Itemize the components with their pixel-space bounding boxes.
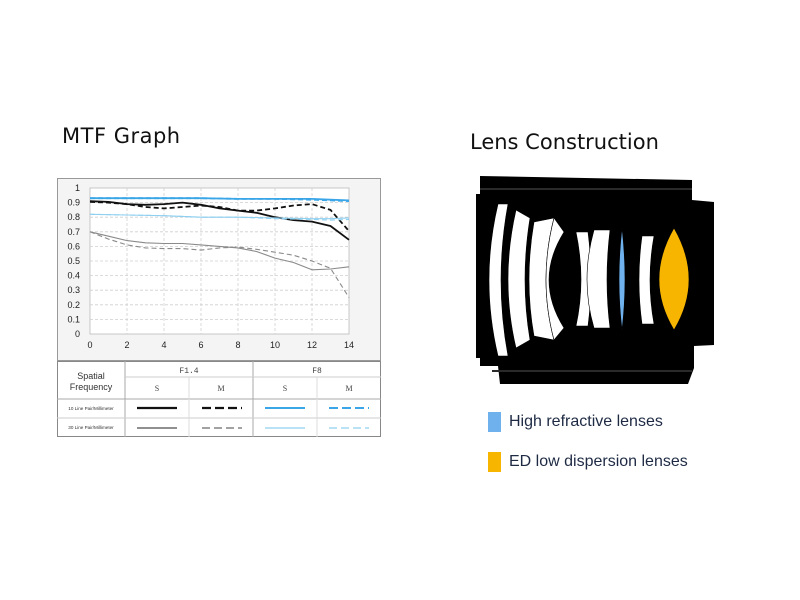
y-tick-label: 0.5 xyxy=(67,256,80,266)
aperture-f8-label: F8 xyxy=(312,367,322,376)
row-label-30lp: 30 Line Pair/Millimeter xyxy=(68,425,114,430)
legend-label: High refractive lenses xyxy=(509,413,663,430)
y-tick-label: 0.6 xyxy=(67,241,80,251)
lens-element-6 xyxy=(586,229,611,329)
y-tick-label: 0 xyxy=(75,329,80,339)
series-line-F8-M-10lp xyxy=(90,197,350,202)
ed-low-dispersion-element xyxy=(658,227,690,331)
x-tick-label: 2 xyxy=(124,340,129,350)
mtf-graph-title: MTF Graph xyxy=(62,124,181,148)
series-line-F8-M-30lp xyxy=(89,213,350,221)
x-tick-label: 0 xyxy=(87,340,92,350)
x-tick-label: 8 xyxy=(235,340,240,350)
high-refractive-element xyxy=(618,227,626,331)
legend-item-ed-low-dispersion: ED low dispersion lenses xyxy=(488,452,688,472)
aperture-f14-label: F1.4 xyxy=(179,367,198,376)
spatial-frequency-header: Spatial Frequency xyxy=(69,371,113,392)
mtf-series xyxy=(89,197,350,298)
x-tick-label: 12 xyxy=(307,340,317,350)
y-tick-label: 0.1 xyxy=(67,314,80,324)
series-line-F14-M-10lp xyxy=(89,201,350,232)
legend-item-high-refractive: High refractive lenses xyxy=(488,412,663,432)
barrel-groove xyxy=(492,370,692,372)
y-tick-label: 0.9 xyxy=(67,198,80,208)
axis-ticks: 0 2 4 6 8 10 12 14 0 0.1 0.2 0.3 0.4 0.5 0.6 0.7 0.8 0.9 1 xyxy=(67,183,354,350)
y-tick-label: 0.3 xyxy=(67,285,80,295)
x-tick-label: 10 xyxy=(270,340,280,350)
lens-element-1 xyxy=(488,203,509,357)
orientation-m-label: M xyxy=(217,384,224,393)
lens-element-8 xyxy=(638,235,655,325)
orientation-s-label: S xyxy=(283,384,287,393)
y-tick-label: 0.8 xyxy=(67,212,80,222)
lens-element-4 xyxy=(545,217,565,341)
lens-construction-diagram xyxy=(476,176,714,384)
x-tick-label: 6 xyxy=(198,340,203,350)
lens-element-2 xyxy=(507,209,531,349)
y-tick-label: 0.2 xyxy=(67,300,80,310)
row-label-10lp: 10 Line Pair/Millimeter xyxy=(68,406,114,411)
x-tick-label: 4 xyxy=(161,340,166,350)
lens-construction-title: Lens Construction xyxy=(470,130,659,154)
mtf-legend-table: Spatial Frequency F1.4 F8 S M S M 10 Lin… xyxy=(57,361,381,437)
ed-low-dispersion-swatch xyxy=(488,452,501,472)
mtf-chart: 0 2 4 6 8 10 12 14 0 0.1 0.2 0.3 0.4 0.5 0.6 0.7 0.8 0.9 1 xyxy=(57,178,381,361)
y-tick-label: 0.4 xyxy=(67,271,80,281)
grid-lines xyxy=(90,188,349,334)
series-line-F14-S-30lp xyxy=(89,231,350,271)
orientation-s-label: S xyxy=(155,384,159,393)
orientation-m-label: M xyxy=(345,384,352,393)
series-line-F14-M-30lp xyxy=(89,231,350,298)
high-refractive-swatch xyxy=(488,412,501,432)
x-tick-label: 14 xyxy=(344,340,354,350)
legend-label: ED low dispersion lenses xyxy=(509,453,688,470)
barrel-groove xyxy=(480,188,692,190)
y-tick-label: 0.7 xyxy=(67,227,80,237)
y-tick-label: 1 xyxy=(75,183,80,193)
